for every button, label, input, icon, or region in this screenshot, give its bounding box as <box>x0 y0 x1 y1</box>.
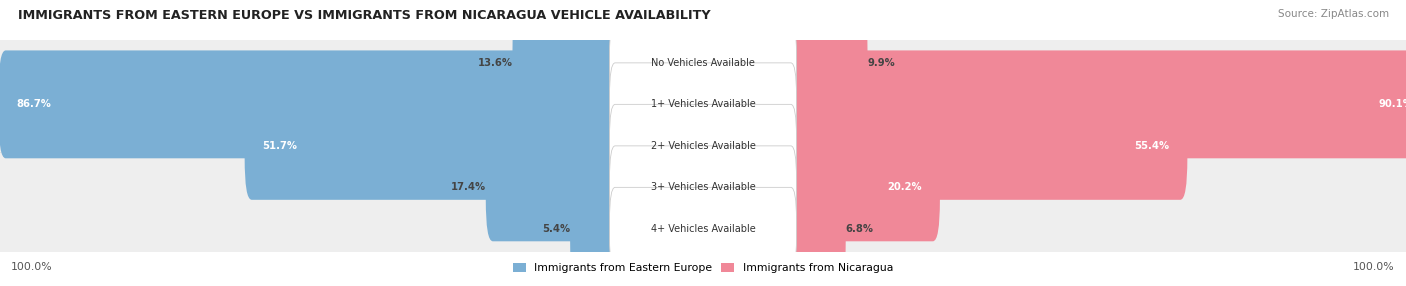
Text: 90.1%: 90.1% <box>1379 99 1406 109</box>
FancyBboxPatch shape <box>0 50 621 158</box>
FancyBboxPatch shape <box>785 133 941 241</box>
Text: 5.4%: 5.4% <box>541 224 571 234</box>
FancyBboxPatch shape <box>571 175 621 283</box>
Text: 13.6%: 13.6% <box>478 58 512 68</box>
Text: IMMIGRANTS FROM EASTERN EUROPE VS IMMIGRANTS FROM NICARAGUA VEHICLE AVAILABILITY: IMMIGRANTS FROM EASTERN EUROPE VS IMMIGR… <box>18 9 711 21</box>
FancyBboxPatch shape <box>610 187 796 270</box>
FancyBboxPatch shape <box>785 92 1188 200</box>
Text: 3+ Vehicles Available: 3+ Vehicles Available <box>651 182 755 192</box>
Text: 1+ Vehicles Available: 1+ Vehicles Available <box>651 99 755 109</box>
FancyBboxPatch shape <box>0 28 1406 181</box>
FancyBboxPatch shape <box>0 69 1406 222</box>
Legend: Immigrants from Eastern Europe, Immigrants from Nicaragua: Immigrants from Eastern Europe, Immigran… <box>509 259 897 278</box>
FancyBboxPatch shape <box>245 92 621 200</box>
Text: No Vehicles Available: No Vehicles Available <box>651 58 755 68</box>
FancyBboxPatch shape <box>785 175 846 283</box>
FancyBboxPatch shape <box>0 111 1406 264</box>
Text: 55.4%: 55.4% <box>1135 141 1170 151</box>
Text: 51.7%: 51.7% <box>262 141 297 151</box>
Text: Source: ZipAtlas.com: Source: ZipAtlas.com <box>1278 9 1389 19</box>
Text: 86.7%: 86.7% <box>15 99 51 109</box>
FancyBboxPatch shape <box>512 9 621 117</box>
FancyBboxPatch shape <box>785 50 1406 158</box>
Text: 20.2%: 20.2% <box>887 182 922 192</box>
FancyBboxPatch shape <box>610 63 796 146</box>
FancyBboxPatch shape <box>610 104 796 187</box>
FancyBboxPatch shape <box>0 152 1406 286</box>
FancyBboxPatch shape <box>0 0 1406 139</box>
Text: 2+ Vehicles Available: 2+ Vehicles Available <box>651 141 755 151</box>
Text: 9.9%: 9.9% <box>868 58 896 68</box>
Text: 4+ Vehicles Available: 4+ Vehicles Available <box>651 224 755 234</box>
Text: 6.8%: 6.8% <box>846 224 873 234</box>
FancyBboxPatch shape <box>785 9 868 117</box>
FancyBboxPatch shape <box>610 21 796 104</box>
FancyBboxPatch shape <box>610 146 796 229</box>
Text: 17.4%: 17.4% <box>451 182 486 192</box>
Text: 100.0%: 100.0% <box>1353 262 1395 272</box>
FancyBboxPatch shape <box>486 133 621 241</box>
Text: 100.0%: 100.0% <box>11 262 53 272</box>
